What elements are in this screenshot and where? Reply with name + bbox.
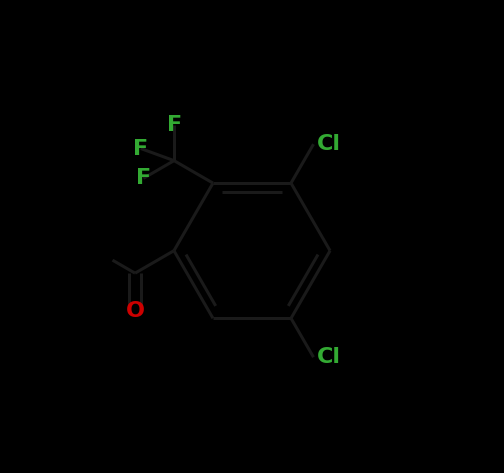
Text: F: F [166, 115, 181, 135]
Text: O: O [125, 301, 145, 321]
Text: Cl: Cl [318, 134, 341, 154]
Text: F: F [136, 168, 151, 188]
Text: F: F [133, 139, 148, 158]
Text: Cl: Cl [318, 347, 341, 367]
